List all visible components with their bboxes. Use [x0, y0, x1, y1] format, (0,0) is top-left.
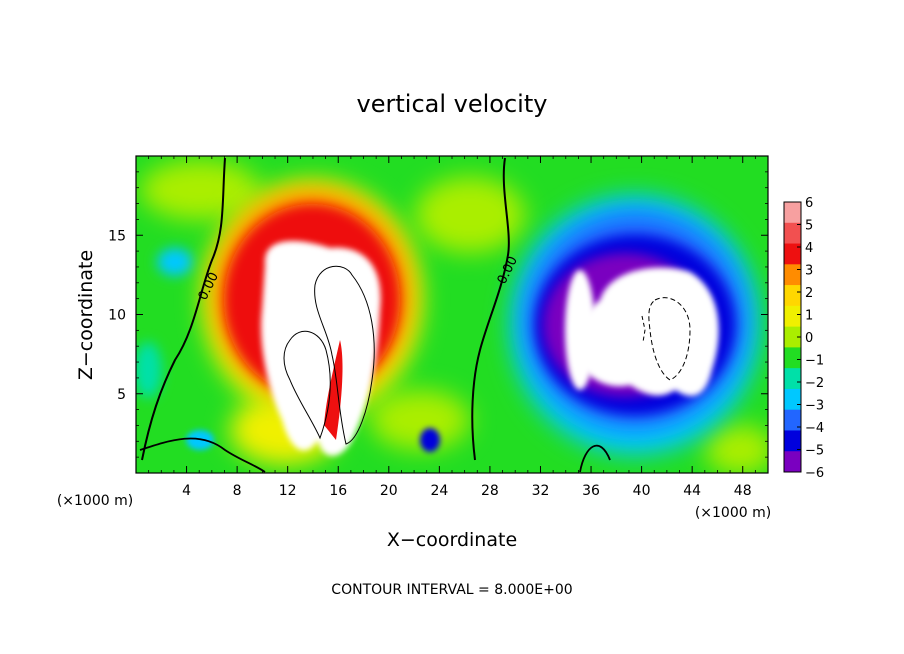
colorbar-label: 1: [805, 309, 813, 324]
x-tick-label: 20: [380, 483, 398, 499]
colorbar: 6 5 4 3 2 1 0 −1 −2 −3 −4 −5 −6: [783, 196, 824, 481]
y-axis-title: Z−coordinate: [75, 250, 97, 380]
colorbar-label: −4: [805, 421, 824, 436]
x-unit-left: (×1000 m): [57, 493, 133, 509]
colorbar-swatch: [784, 388, 801, 411]
colorbar-label: 2: [805, 286, 813, 301]
colorbar-swatch: [784, 326, 801, 348]
colorbar-label: 3: [805, 264, 813, 279]
updraft-core: [261, 241, 381, 456]
x-tick-label: 12: [279, 483, 297, 499]
downdraft-contour-inner: [648, 297, 691, 381]
heatmap-field: [136, 156, 768, 473]
colorbar-swatch: [784, 285, 801, 307]
x-tick-label: 32: [532, 483, 550, 499]
x-axis: 4 8 12 16 20 24 28 32 36 40 44 48: [148, 156, 756, 499]
colorbar-swatch: [784, 451, 801, 473]
updraft-red-tongue: [324, 340, 343, 440]
x-tick-label: 36: [582, 483, 600, 499]
x-axis-title: X−coordinate: [387, 529, 517, 551]
x-tick-label: 16: [329, 483, 347, 499]
x-tick-label: 8: [233, 483, 242, 499]
colorbar-label: −1: [805, 354, 824, 369]
field-patch: [157, 248, 193, 276]
zero-contour-right: [471, 157, 510, 461]
zero-contour-left: [141, 157, 226, 461]
zero-contour-bottom-left: [139, 437, 266, 473]
field-patch: [140, 160, 260, 220]
colorbar-label: −3: [805, 399, 824, 414]
field-patch: [415, 177, 525, 253]
chart-title: vertical velocity: [357, 90, 548, 118]
colorbar-label: 6: [805, 196, 813, 211]
colorbar-swatch: [784, 305, 801, 328]
x-tick-label: 24: [430, 483, 448, 499]
field-patch: [370, 390, 470, 450]
y-tick-label: 10: [108, 308, 126, 324]
colorbar-label: −5: [805, 444, 824, 459]
colorbar-swatch: [784, 368, 801, 390]
colorbar-label: −2: [805, 376, 824, 391]
colorbar-swatch: [784, 202, 801, 224]
colorbar-swatch: [784, 264, 801, 286]
y-tick-label: 5: [117, 387, 126, 403]
field-patch: [705, 425, 768, 473]
downdraft-contour-inner-2: [641, 315, 646, 343]
x-tick-label: 40: [633, 483, 651, 499]
x-tick-label: 44: [683, 483, 701, 499]
x-unit-right: (×1000 m): [695, 505, 771, 521]
x-tick-label: 28: [481, 483, 499, 499]
downdraft-core: [576, 267, 719, 396]
updraft-contour-inner: [283, 330, 331, 440]
colorbar-swatch: [784, 222, 801, 245]
zero-contour-bottom-right: [579, 444, 611, 473]
downdraft-core-left: [565, 270, 595, 390]
x-tick-label: 48: [734, 483, 752, 499]
y-axis: 5 10 15: [108, 171, 768, 458]
colorbar-swatch: [784, 347, 801, 369]
colorbar-label: 5: [805, 219, 813, 234]
y-tick-label: 15: [108, 228, 126, 244]
colorbar-swatch: [784, 243, 801, 265]
field-patch: [136, 342, 162, 398]
colorbar-label: −6: [805, 466, 824, 481]
colorbar-label: 0: [805, 331, 813, 346]
updraft-contour-inner-2: [314, 265, 375, 445]
colorbar-label: 4: [805, 241, 813, 256]
colorbar-swatch: [784, 409, 801, 431]
colorbar-swatch: [784, 430, 801, 452]
x-tick-label: 4: [182, 483, 191, 499]
contour-interval-note: CONTOUR INTERVAL = 8.000E+00: [331, 582, 572, 598]
field-patch: [420, 428, 440, 452]
